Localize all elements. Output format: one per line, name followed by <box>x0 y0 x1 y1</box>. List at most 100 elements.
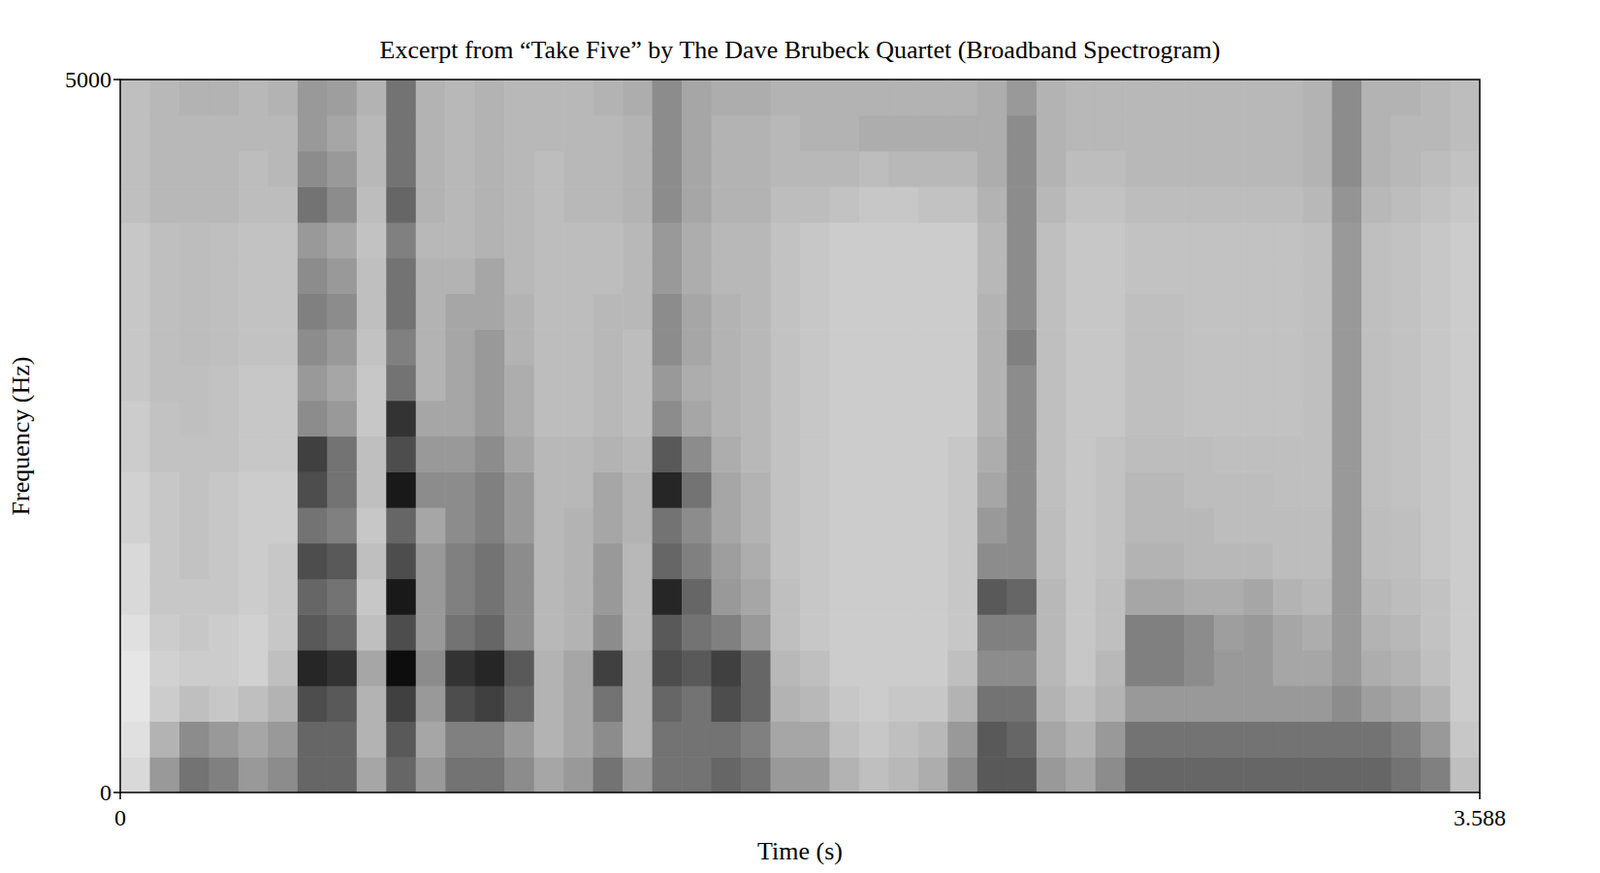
cell <box>1184 328 1215 365</box>
cell <box>740 222 771 258</box>
cell <box>563 400 594 437</box>
cell <box>385 257 416 294</box>
cell <box>1391 186 1422 223</box>
cell <box>534 578 565 615</box>
cell <box>238 364 269 401</box>
cell <box>652 685 683 722</box>
cell <box>238 543 269 579</box>
cell <box>416 222 447 258</box>
cell <box>208 471 239 508</box>
cell <box>238 507 269 544</box>
cell <box>297 328 328 365</box>
cell <box>947 151 978 188</box>
cell <box>829 471 860 508</box>
cell <box>1036 543 1067 579</box>
cell <box>1065 400 1096 437</box>
cell <box>593 471 624 508</box>
cell <box>179 186 210 223</box>
cell <box>622 293 653 330</box>
cell <box>859 115 890 152</box>
cell <box>356 293 387 330</box>
cell <box>1006 507 1037 544</box>
cell <box>356 151 387 188</box>
cell <box>1302 578 1333 615</box>
cell <box>770 186 801 223</box>
cell <box>267 79 298 116</box>
cell <box>1450 507 1480 544</box>
cell <box>179 364 210 401</box>
cell <box>888 721 919 758</box>
cell <box>475 721 506 758</box>
cell <box>1450 471 1480 508</box>
cell <box>593 507 624 544</box>
cell <box>120 756 151 793</box>
cell <box>416 400 447 437</box>
cell <box>1450 543 1480 579</box>
cell <box>534 613 565 650</box>
cell <box>652 507 683 544</box>
cell <box>977 613 1008 650</box>
cell <box>416 328 447 365</box>
cell <box>977 436 1008 473</box>
cell <box>711 222 742 258</box>
cell <box>1006 364 1037 401</box>
cell <box>1184 756 1215 793</box>
cell <box>622 543 653 579</box>
cell <box>622 756 653 793</box>
cell <box>534 151 565 188</box>
cell <box>326 685 357 722</box>
cell <box>622 613 653 650</box>
cell <box>593 436 624 473</box>
cell <box>977 293 1008 330</box>
cell <box>1420 756 1451 793</box>
cell <box>681 400 712 437</box>
cell <box>1420 613 1451 650</box>
cell <box>918 578 949 615</box>
cell <box>918 257 949 294</box>
cell <box>977 115 1008 152</box>
cell <box>416 649 447 686</box>
cell <box>1243 222 1274 258</box>
cell <box>800 328 831 365</box>
cell <box>947 756 978 793</box>
cell <box>120 685 151 722</box>
cell <box>1006 685 1037 722</box>
cell <box>1036 400 1067 437</box>
cell <box>1361 115 1392 152</box>
cell <box>356 400 387 437</box>
cell <box>1273 756 1304 793</box>
cell <box>800 151 831 188</box>
cell <box>681 721 712 758</box>
cell <box>179 257 210 294</box>
cell <box>326 79 357 116</box>
cell <box>800 400 831 437</box>
cell <box>1065 293 1096 330</box>
cell <box>534 222 565 258</box>
cell <box>1184 364 1215 401</box>
cell <box>1036 507 1067 544</box>
cell <box>1273 79 1304 116</box>
cell <box>947 400 978 437</box>
cell <box>1302 471 1333 508</box>
cell <box>563 436 594 473</box>
cell <box>1184 79 1215 116</box>
cell <box>740 79 771 116</box>
cell <box>977 400 1008 437</box>
cell <box>1184 257 1215 294</box>
cell <box>504 364 535 401</box>
cell <box>652 151 683 188</box>
cell <box>740 328 771 365</box>
cell <box>1214 685 1245 722</box>
cell <box>445 578 476 615</box>
cell <box>356 578 387 615</box>
cell <box>918 613 949 650</box>
cell <box>770 115 801 152</box>
cell <box>1095 293 1126 330</box>
cell <box>297 257 328 294</box>
cell <box>326 364 357 401</box>
cell <box>534 471 565 508</box>
cell <box>770 649 801 686</box>
cell <box>622 721 653 758</box>
cell <box>1154 471 1185 508</box>
cell <box>681 151 712 188</box>
